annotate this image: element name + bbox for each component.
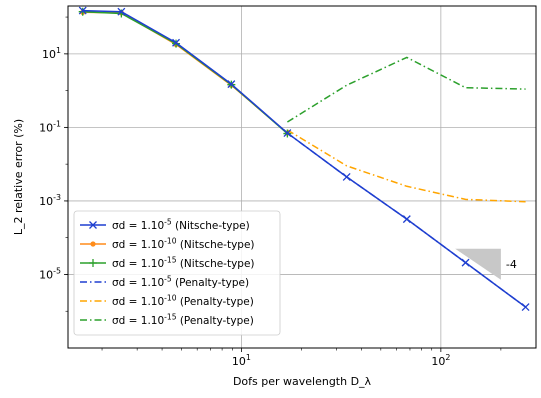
data-point-plus (78, 7, 87, 16)
data-point-x (227, 80, 236, 89)
legend: σd = 1.10-5 (Nitsche-type) σd = 1.10-10 (… (73, 210, 281, 336)
legend-label: σd = 1.10-15 (Nitsche-type) (112, 255, 255, 270)
legend-label: σd = 1.10-10 (Nitsche-type) (112, 236, 255, 251)
series-line (286, 129, 526, 203)
data-point-x (78, 6, 87, 15)
x-tick-label: 101 (232, 353, 251, 368)
slope-annotation: -4 (506, 258, 517, 271)
plot-frame (67, 5, 537, 349)
axis-ticks: 101 102 101 10-1 10-3 10-5 (39, 16, 502, 368)
x-axis-label: Dofs per wavelength D_λ (233, 375, 372, 388)
legend-marker-x (89, 221, 97, 229)
x-tick-label: 102 (431, 353, 450, 368)
series-line (286, 132, 527, 308)
legend-label: σd = 1.10-5 (Penalty-type) (112, 274, 249, 289)
legend-label: σd = 1.10-10 (Penalty-type) (112, 293, 254, 308)
data-point-x (117, 7, 126, 16)
series-line (82, 10, 288, 135)
data-point-x (172, 38, 180, 47)
y-tick-label: 10-3 (39, 193, 61, 208)
slope-triangle (455, 248, 501, 280)
y-tick-label: 10-1 (39, 119, 61, 134)
y-tick-label: 101 (42, 46, 61, 61)
annotations: -4 (506, 258, 517, 271)
y-tick-label: 10-5 (39, 267, 61, 282)
legend-marker-plus (89, 259, 97, 267)
series-layer (78, 6, 530, 311)
legend-marker-dot (90, 241, 96, 247)
series-line (82, 11, 288, 134)
series-line (286, 56, 526, 123)
legend-label: σd = 1.10-5 (Nitsche-type) (112, 217, 250, 232)
legend-box (73, 210, 281, 336)
y-axis-label: L_2 relative error (%) (12, 119, 25, 235)
legend-label: σd = 1.10-15 (Penalty-type) (112, 312, 254, 327)
slope-triangle-shape (455, 248, 501, 280)
